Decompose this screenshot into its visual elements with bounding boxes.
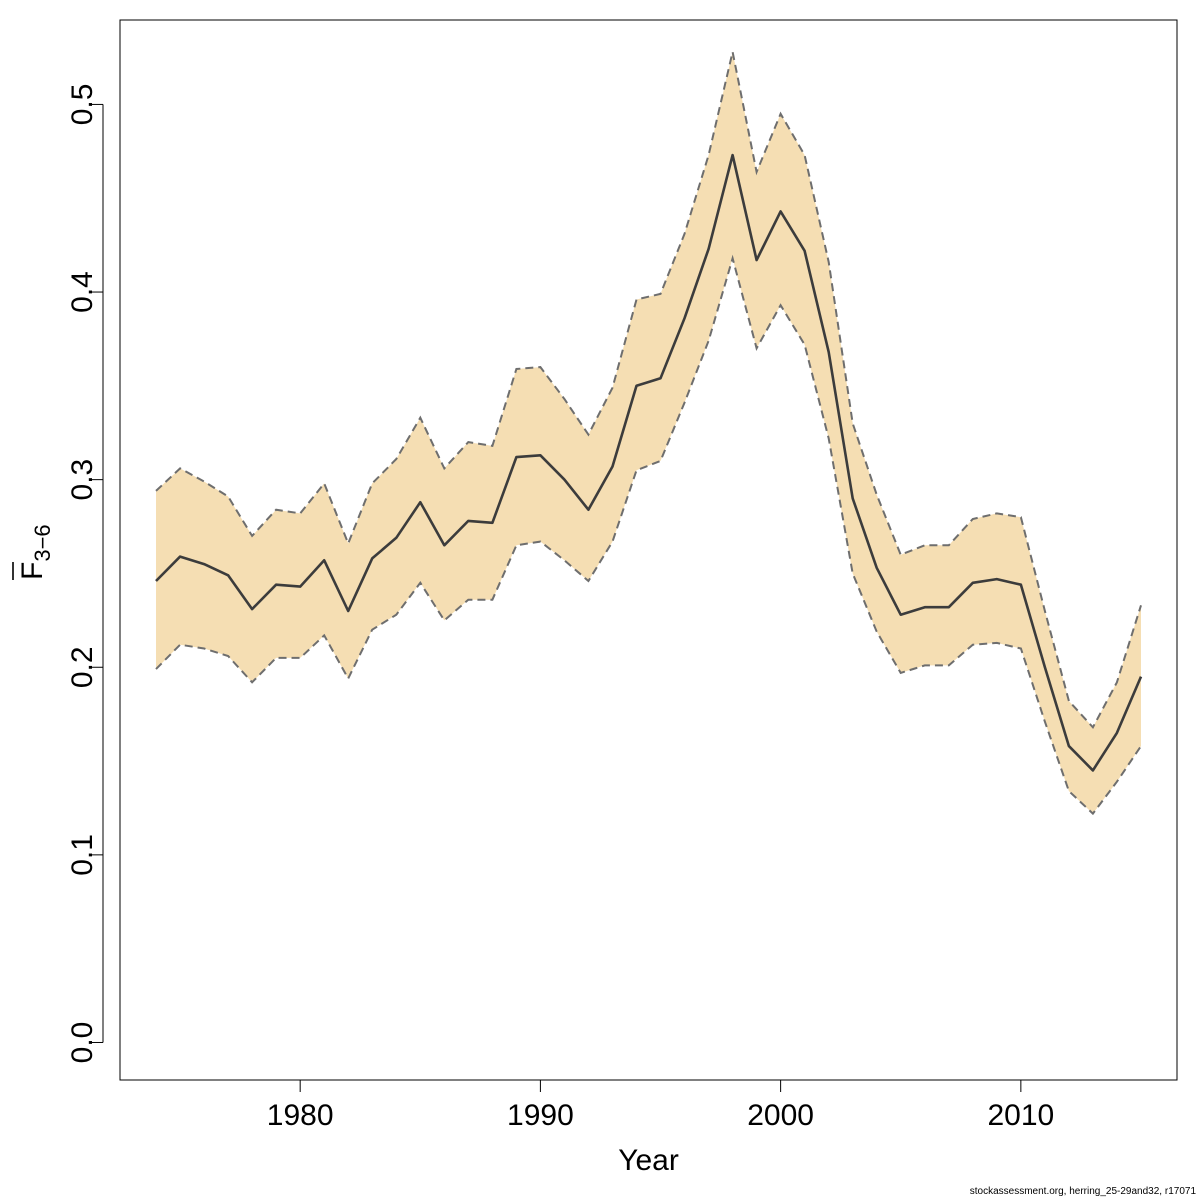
y-tick-label: 0.4 xyxy=(66,271,99,313)
y-tick-label: 0.1 xyxy=(66,834,99,876)
x-tick-label: 2000 xyxy=(747,1099,814,1132)
y-axis: 0.0 0.1 0.2 0.3 0.4 0.5 xyxy=(66,84,104,1064)
upper-bound-line xyxy=(155,51,1142,730)
x-tick-label: 1990 xyxy=(507,1099,574,1132)
estimate-line xyxy=(155,153,1143,772)
source-footer: stockassessment.org, herring_25-29and32,… xyxy=(969,1186,1196,1197)
x-axis: 1980 1990 2000 2010 xyxy=(267,1079,1054,1132)
y-axis-title-main: F xyxy=(16,562,49,580)
x-tick-label: 1980 xyxy=(267,1099,334,1132)
confidence-band-area xyxy=(156,51,1141,814)
y-tick-label: 0.0 xyxy=(66,1022,99,1064)
confidence-bounds xyxy=(155,51,1142,816)
y-tick-label: 0.3 xyxy=(66,459,99,501)
y-tick-label: 0.5 xyxy=(66,84,99,126)
x-tick-label: 2010 xyxy=(987,1099,1054,1132)
estimate-line-group xyxy=(155,153,1143,772)
y-tick-label: 0.2 xyxy=(66,646,99,688)
y-axis-title: F3−6 xyxy=(12,524,55,580)
y-axis-title-subscript: 3−6 xyxy=(30,524,55,561)
confidence-band xyxy=(156,51,1141,814)
y-axis-title-text: F3−6 xyxy=(16,524,55,580)
x-axis-title: Year xyxy=(618,1144,679,1177)
